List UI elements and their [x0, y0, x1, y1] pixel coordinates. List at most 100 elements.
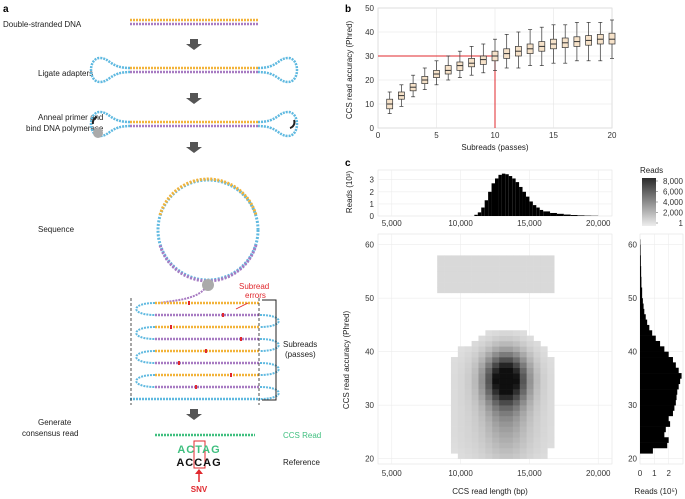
histogram-bar	[484, 200, 489, 216]
heatmap-cell	[492, 431, 500, 438]
heatmap-cell	[471, 447, 479, 454]
heatmap-cell	[444, 276, 452, 283]
heatmap-cell	[464, 346, 472, 352]
heatmap-cell	[512, 255, 521, 262]
heatmap-cell	[547, 410, 555, 417]
heatmap-cell	[499, 431, 507, 438]
heatmap-cell	[540, 426, 548, 433]
heatmap-cell	[450, 442, 459, 449]
y-tick-label: 30	[365, 52, 374, 61]
heatmap-cell	[492, 362, 500, 369]
primer-polymerase-illustration	[89, 110, 299, 138]
heatmap-cell	[506, 426, 514, 433]
x-tick-label: 0	[376, 131, 381, 140]
step-label-generate-2: consensus read	[22, 429, 78, 438]
heatmap-cell	[464, 415, 472, 422]
panel-label-b: b	[345, 4, 351, 15]
histogram-bar	[640, 378, 681, 385]
heatmap-cell	[471, 340, 479, 347]
heatmap-cell	[512, 357, 521, 363]
heatmap-cell	[492, 373, 500, 379]
heatmap-cell	[512, 453, 521, 459]
heatmap-cell	[533, 255, 541, 262]
heatmap-cell	[519, 437, 527, 443]
b-ylabel: CCS read accuracy (Phred)	[345, 21, 354, 120]
heatmap-cell	[457, 373, 466, 379]
histogram-bar	[570, 215, 578, 216]
heatmap-cell	[533, 351, 541, 358]
heatmap-cell	[512, 362, 521, 369]
dsdna-illustration	[130, 18, 258, 26]
heatmap-cell	[450, 447, 459, 454]
histogram-bar	[577, 215, 585, 216]
heatmap-cell	[450, 383, 459, 390]
heatmap-cell	[526, 266, 534, 272]
heatmap-cell	[519, 410, 527, 417]
heatmap-cell	[457, 271, 466, 278]
heatmap-cell	[437, 276, 445, 283]
heatmap-cell	[519, 340, 527, 347]
heatmap-cell	[533, 399, 541, 406]
heatmap-cell	[457, 266, 466, 272]
heatmap-cell	[450, 362, 459, 369]
box	[479, 55, 487, 65]
heatmap-cell	[547, 415, 555, 422]
y-tick-label: 0	[370, 212, 375, 221]
heatmap-cell	[478, 276, 486, 283]
heatmap-cell	[547, 362, 555, 369]
heatmap-cell	[526, 383, 534, 390]
heatmap-cell	[478, 266, 486, 272]
accuracy-boxplot: 0 10 20 30 40 50 0 5 10 15 20	[365, 4, 617, 140]
heatmap-cell	[492, 340, 500, 347]
heatmap-cell	[478, 442, 486, 449]
heatmap-cell	[471, 351, 479, 358]
step-label-anneal-1: Anneal primer and	[38, 113, 103, 122]
heatmap-cell	[526, 346, 534, 352]
heatmap-cell	[540, 260, 548, 267]
heatmap-cell	[478, 426, 486, 433]
histogram-bar	[640, 437, 669, 443]
heatmap-cell	[464, 357, 472, 363]
heatmap-cell	[478, 453, 486, 459]
heatmap-cell	[485, 367, 493, 374]
heatmap-cell	[512, 330, 521, 336]
heatmap-cell	[471, 394, 479, 401]
x-tick-label: 5,000	[382, 219, 403, 228]
heatmap-cell	[506, 389, 514, 395]
heatmap-cell	[540, 271, 548, 278]
heatmap-cell	[526, 276, 534, 283]
c-top-ylabel: Reads (10³)	[345, 171, 354, 214]
histogram-bar	[491, 183, 495, 216]
x-tick-label: 5,000	[382, 469, 403, 478]
heatmap-cell	[506, 367, 514, 374]
heatmap-cell	[512, 421, 521, 427]
heatmap-cell	[533, 415, 541, 422]
histogram-bar	[539, 209, 544, 216]
heatmap-cell	[547, 431, 555, 438]
heatmap-cell	[492, 271, 500, 278]
heatmap-cell	[540, 394, 548, 401]
heatmap-cell	[464, 282, 472, 288]
heatmap-cell	[512, 351, 521, 358]
heatmap-cell	[519, 453, 527, 459]
heatmap-cell	[526, 431, 534, 438]
heatmap-cell	[450, 405, 459, 411]
heatmap-cell	[450, 431, 459, 438]
heatmap-cell	[450, 255, 459, 262]
heatmap-cell	[444, 266, 452, 272]
heatmap-cell	[471, 282, 479, 288]
heatmap-cell	[533, 346, 541, 352]
heatmap-cell	[478, 378, 486, 385]
heatmap-cell	[464, 260, 472, 267]
heatmap-cell	[526, 255, 534, 262]
histogram-bar	[640, 319, 648, 326]
heatmap-cell	[478, 389, 486, 395]
heatmap-cell	[512, 394, 521, 401]
heatmap-cell	[444, 260, 452, 267]
histogram-bar	[640, 346, 665, 352]
heatmap-cell	[457, 351, 466, 358]
heatmap-cell	[457, 421, 466, 427]
heatmap-cell	[547, 282, 555, 288]
heatmap-cell	[464, 389, 472, 395]
heatmap-cell	[499, 378, 507, 385]
